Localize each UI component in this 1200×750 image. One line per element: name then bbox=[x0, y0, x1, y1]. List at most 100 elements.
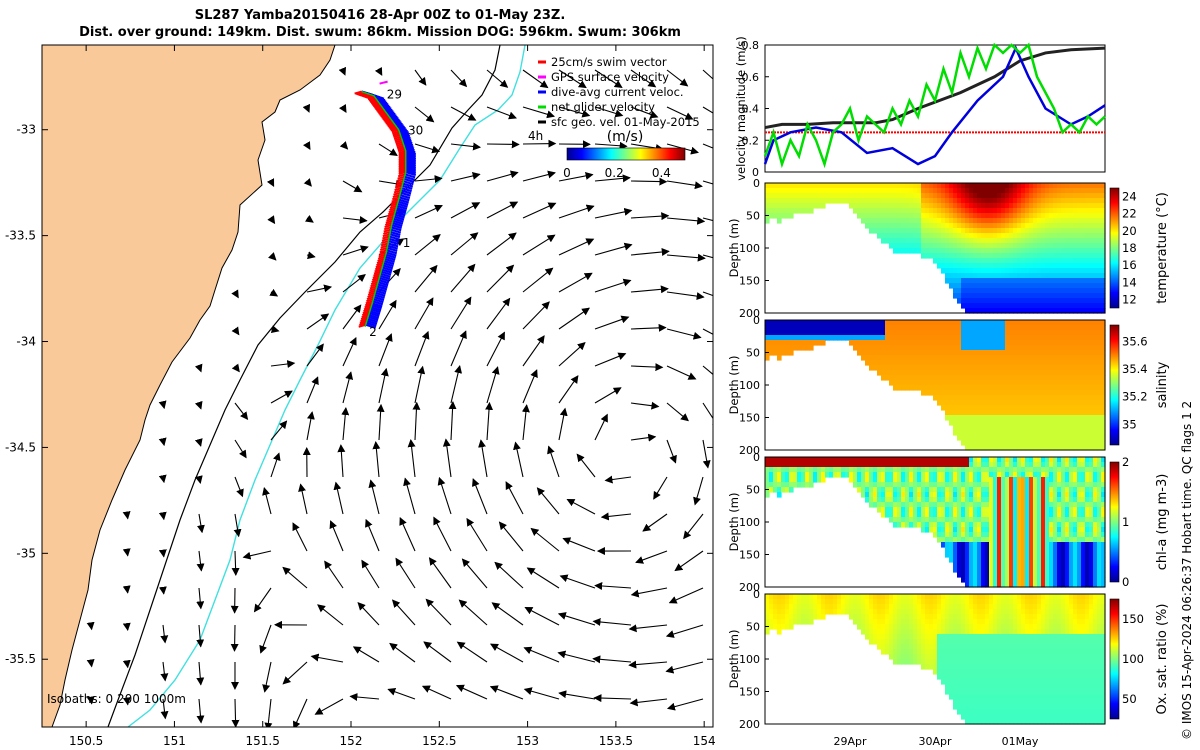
section-cell bbox=[857, 320, 862, 326]
section-cell bbox=[937, 365, 942, 371]
section-cell bbox=[957, 355, 962, 361]
section-cell bbox=[777, 320, 782, 326]
section-cell bbox=[1085, 385, 1090, 391]
section-cell bbox=[901, 360, 906, 366]
section-cell bbox=[1001, 238, 1006, 244]
section-cell bbox=[1025, 228, 1030, 234]
section-cell bbox=[1005, 320, 1010, 326]
section-cell bbox=[1017, 527, 1022, 533]
velocity-arrow bbox=[559, 574, 596, 589]
section-cell bbox=[781, 594, 786, 600]
section-cell bbox=[1101, 218, 1106, 224]
section-cell bbox=[1005, 340, 1010, 346]
section-cell bbox=[933, 340, 938, 346]
section-cell bbox=[1089, 288, 1094, 294]
swim-vector bbox=[372, 103, 381, 108]
section-cell bbox=[1077, 330, 1082, 336]
section-cell bbox=[1081, 330, 1086, 336]
section-cell bbox=[913, 243, 918, 249]
section-cell bbox=[949, 512, 954, 518]
section-cell bbox=[1077, 507, 1082, 513]
section-cell bbox=[789, 193, 794, 199]
section-cell bbox=[925, 218, 930, 224]
section-cell bbox=[885, 183, 890, 189]
section-cell bbox=[997, 350, 1002, 356]
section-cell bbox=[1037, 472, 1042, 478]
section-cell bbox=[969, 507, 974, 513]
section-cell bbox=[1009, 278, 1014, 284]
section-cell bbox=[949, 472, 954, 478]
section-cell bbox=[1081, 370, 1086, 376]
section-cell bbox=[997, 435, 1002, 441]
section-cell bbox=[933, 512, 938, 518]
section-cell bbox=[1069, 445, 1074, 451]
speed-colorbar: (m/s) 0 0.2 0.4 bbox=[563, 129, 686, 180]
section-cell bbox=[985, 208, 990, 214]
section-cell bbox=[1073, 263, 1078, 269]
section-cell bbox=[1097, 567, 1102, 573]
velocity-arrow bbox=[306, 313, 330, 330]
section-cell bbox=[965, 350, 970, 356]
section-cell bbox=[953, 537, 958, 543]
section-cell bbox=[1045, 223, 1050, 229]
section-cell bbox=[965, 415, 970, 421]
swim-vector bbox=[396, 142, 404, 147]
section-cell bbox=[1101, 380, 1106, 386]
section-cell bbox=[933, 243, 938, 249]
section-cell bbox=[869, 208, 874, 214]
section-cell bbox=[1045, 298, 1050, 304]
section-cell bbox=[1093, 532, 1098, 538]
section-cell bbox=[833, 320, 838, 326]
swim-vector bbox=[386, 215, 395, 220]
section-cell bbox=[777, 340, 782, 346]
section-cell bbox=[765, 457, 770, 463]
velocity-arrow bbox=[702, 106, 713, 114]
section-colorbar-label: salinity bbox=[1155, 361, 1170, 408]
velocity-arrow bbox=[86, 658, 95, 668]
section-cell bbox=[961, 435, 966, 441]
section-cell bbox=[917, 345, 922, 351]
velocity-arrow bbox=[302, 103, 311, 113]
dive-avg-current-vector bbox=[394, 211, 406, 217]
section-cell bbox=[1101, 345, 1106, 351]
dive-avg-current-vector bbox=[405, 155, 417, 161]
section-cell bbox=[1041, 183, 1046, 189]
section-cell bbox=[1097, 487, 1102, 493]
section-cell bbox=[969, 435, 974, 441]
section-cell bbox=[965, 457, 970, 463]
section-cell bbox=[1073, 507, 1078, 513]
velocity-arrow bbox=[395, 557, 416, 589]
section-cell bbox=[925, 512, 930, 518]
section-cell bbox=[865, 330, 870, 336]
section-cell bbox=[997, 517, 1002, 523]
section-cell bbox=[889, 375, 894, 381]
section-cell bbox=[977, 400, 982, 406]
section-cell bbox=[921, 188, 926, 194]
section-cell bbox=[989, 445, 994, 451]
section-cell bbox=[1073, 577, 1078, 583]
section-cell bbox=[1013, 487, 1018, 493]
section-cell bbox=[957, 462, 962, 468]
section-cell bbox=[997, 457, 1002, 463]
section-cell bbox=[817, 462, 822, 468]
section-cell bbox=[1081, 410, 1086, 416]
section-cell bbox=[965, 385, 970, 391]
swim-vector bbox=[398, 156, 407, 161]
section-cell bbox=[965, 298, 970, 304]
velocity-arrow bbox=[158, 437, 167, 447]
section-cell bbox=[1049, 537, 1054, 543]
section-cell bbox=[1001, 375, 1006, 381]
section-cell bbox=[973, 482, 978, 488]
section-cell bbox=[1049, 288, 1054, 294]
section-cell bbox=[1065, 380, 1070, 386]
section-cell bbox=[1073, 248, 1078, 254]
section-cell bbox=[1041, 355, 1046, 361]
section-cell bbox=[961, 527, 966, 533]
section-cell bbox=[837, 193, 842, 199]
